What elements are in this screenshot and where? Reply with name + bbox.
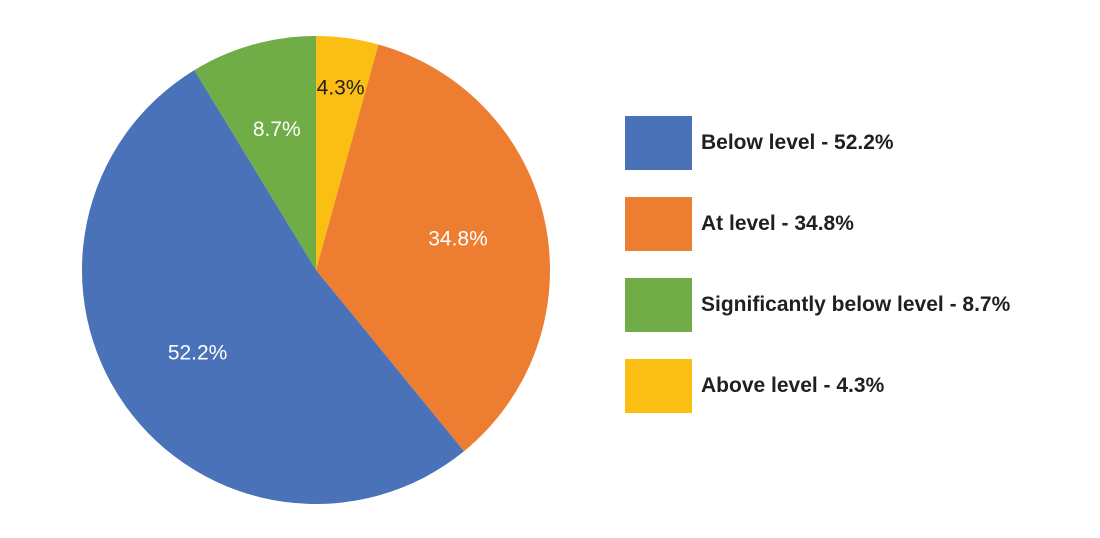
- pie-slice-label-above-level: 4.3%: [317, 77, 365, 100]
- legend-label: Above level - 4.3%: [701, 374, 885, 397]
- legend-swatch: [625, 197, 692, 251]
- legend-label: Significantly below level - 8.7%: [701, 293, 1011, 316]
- pie-slice-label-below-level: 52.2%: [168, 341, 228, 364]
- legend-label: Below level - 52.2%: [701, 131, 894, 154]
- legend-swatch: [625, 116, 692, 170]
- pie-slice-label-at-level: 34.8%: [428, 228, 488, 251]
- pie-slice-label-significantly-below-level: 8.7%: [253, 118, 301, 141]
- pie-slice-significantly-below-level: [194, 36, 316, 270]
- legend-label: At level - 34.8%: [701, 212, 854, 235]
- legend-swatch: [625, 278, 692, 332]
- legend-item-significantly-below-level: Significantly below level - 8.7%: [625, 278, 1010, 332]
- pie-slice-above-level: [316, 36, 379, 270]
- legend-item-above-level: Above level - 4.3%: [625, 359, 884, 413]
- pie-slice-labels: 4.3% 34.8% 52.2% 8.7%: [168, 77, 488, 365]
- pie-slices: [81, 36, 550, 505]
- legend-item-below-level: Below level - 52.2%: [625, 116, 894, 170]
- pie-slice-below-level: [81, 70, 465, 505]
- pie-slice-at-level: [316, 44, 550, 452]
- legend-item-at-level: At level - 34.8%: [625, 197, 854, 251]
- legend-swatch: [625, 359, 692, 413]
